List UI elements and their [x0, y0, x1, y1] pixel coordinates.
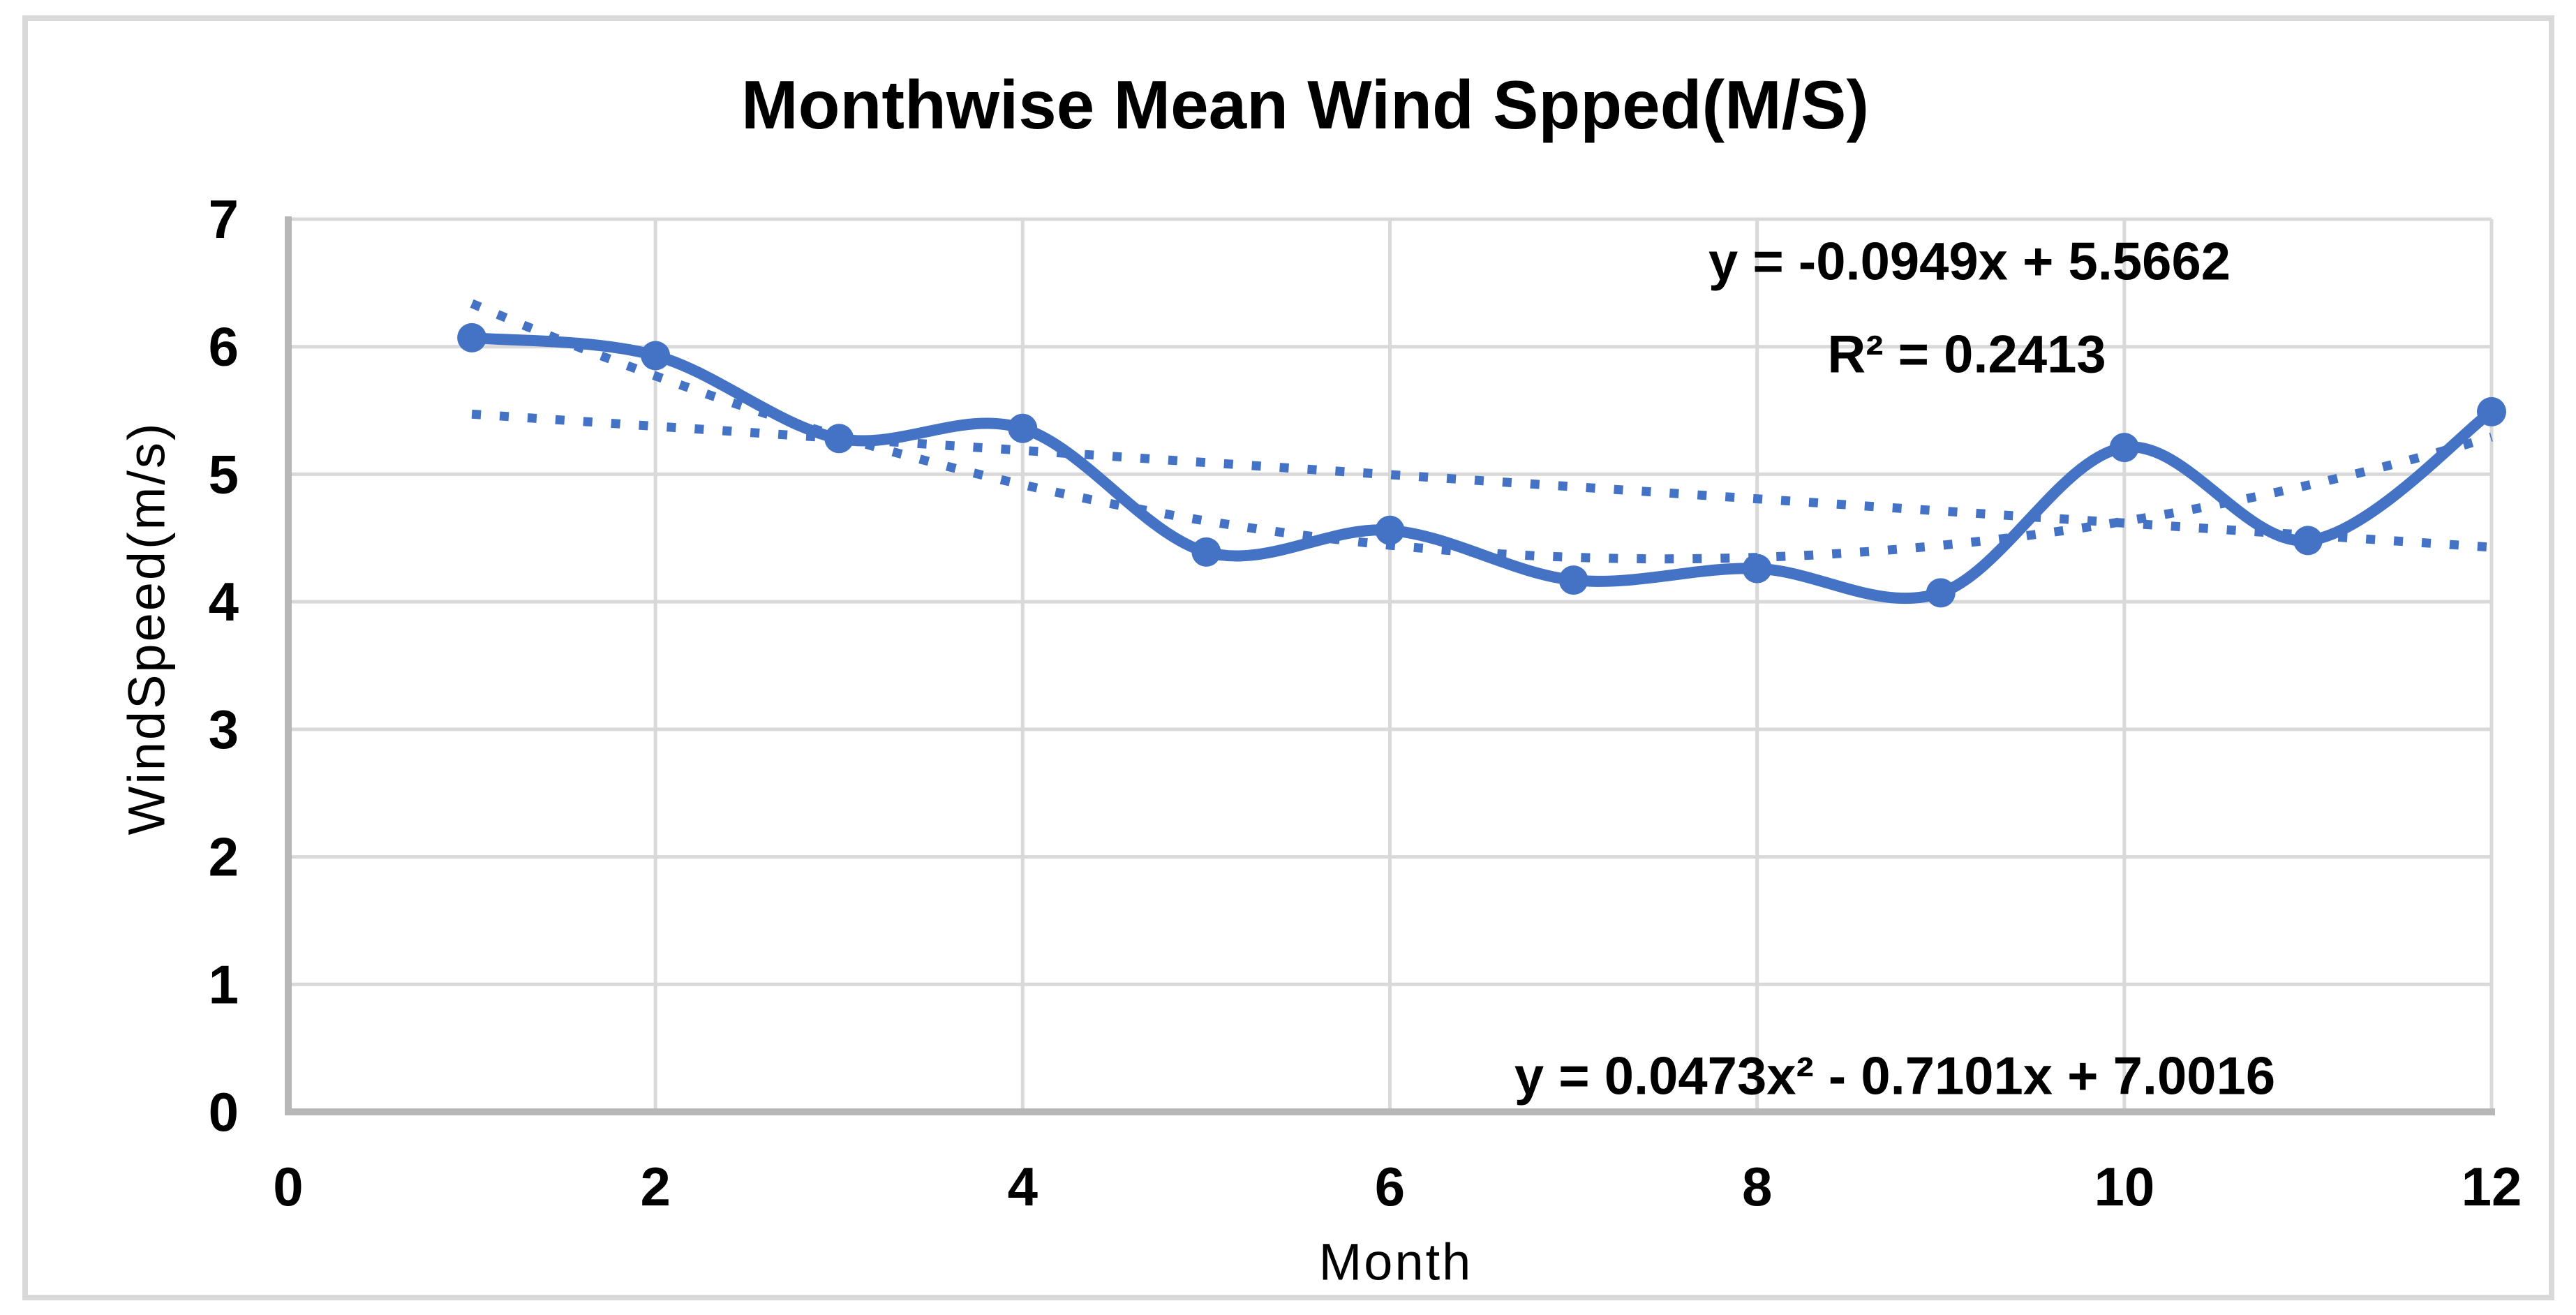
data-point-marker [1742, 554, 1772, 584]
data-point-marker [2477, 396, 2506, 426]
x-axis-title: Month [1319, 1233, 1473, 1291]
chart-title: Monthwise Mean Wind Spped(M/S) [741, 66, 1869, 143]
data-point-marker [824, 424, 854, 454]
data-point-marker [2293, 526, 2323, 556]
y-axis-title: WindSpeed(m/s) [118, 421, 176, 835]
x-tick-label: 6 [1375, 1156, 1405, 1217]
data-point-marker [641, 341, 671, 371]
data-point-marker [2109, 433, 2139, 463]
data-point-marker [1558, 565, 1588, 595]
data-point-markers [457, 322, 2506, 608]
data-point-marker [1375, 515, 1405, 545]
y-tick-label: 0 [209, 1081, 239, 1143]
linear-trendline-path [471, 409, 2492, 552]
trendline-linear [471, 409, 2492, 552]
y-tick-label: 7 [209, 188, 239, 250]
linear-equation-label: y = -0.0949x + 5.5662 [1708, 232, 2231, 292]
figure-border [22, 15, 2554, 1300]
linear-r2-label: R² = 0.2413 [1827, 325, 2106, 385]
x-tick-label: 12 [2462, 1156, 2522, 1217]
series-line [466, 332, 2497, 604]
x-tick-labels: 0 2 4 6 8 10 12 [273, 1156, 2522, 1217]
y-tick-label: 5 [209, 443, 239, 505]
y-tick-labels: 0 1 2 3 4 5 6 7 [209, 188, 239, 1143]
polynomial-equation-label: y = 0.0473x² - 0.7101x + 7.0016 [1514, 1047, 2275, 1106]
wind-speed-line [466, 332, 2497, 604]
x-tick-label: 2 [640, 1156, 670, 1217]
y-tick-label: 6 [209, 316, 239, 378]
y-tick-label: 3 [209, 699, 239, 760]
x-tick-label: 8 [1742, 1156, 1772, 1217]
x-tick-label: 10 [2094, 1156, 2154, 1217]
y-tick-label: 2 [209, 826, 239, 888]
axes [285, 216, 2495, 1115]
gridlines [288, 217, 2494, 1112]
data-point-marker [1191, 537, 1221, 567]
data-point-marker [1926, 578, 1956, 608]
data-point-marker [1008, 413, 1038, 443]
y-tick-label: 1 [209, 953, 239, 1015]
x-tick-label: 0 [273, 1156, 303, 1217]
y-tick-label: 4 [209, 571, 239, 632]
data-point-marker [457, 322, 487, 352]
x-tick-label: 4 [1008, 1156, 1038, 1217]
